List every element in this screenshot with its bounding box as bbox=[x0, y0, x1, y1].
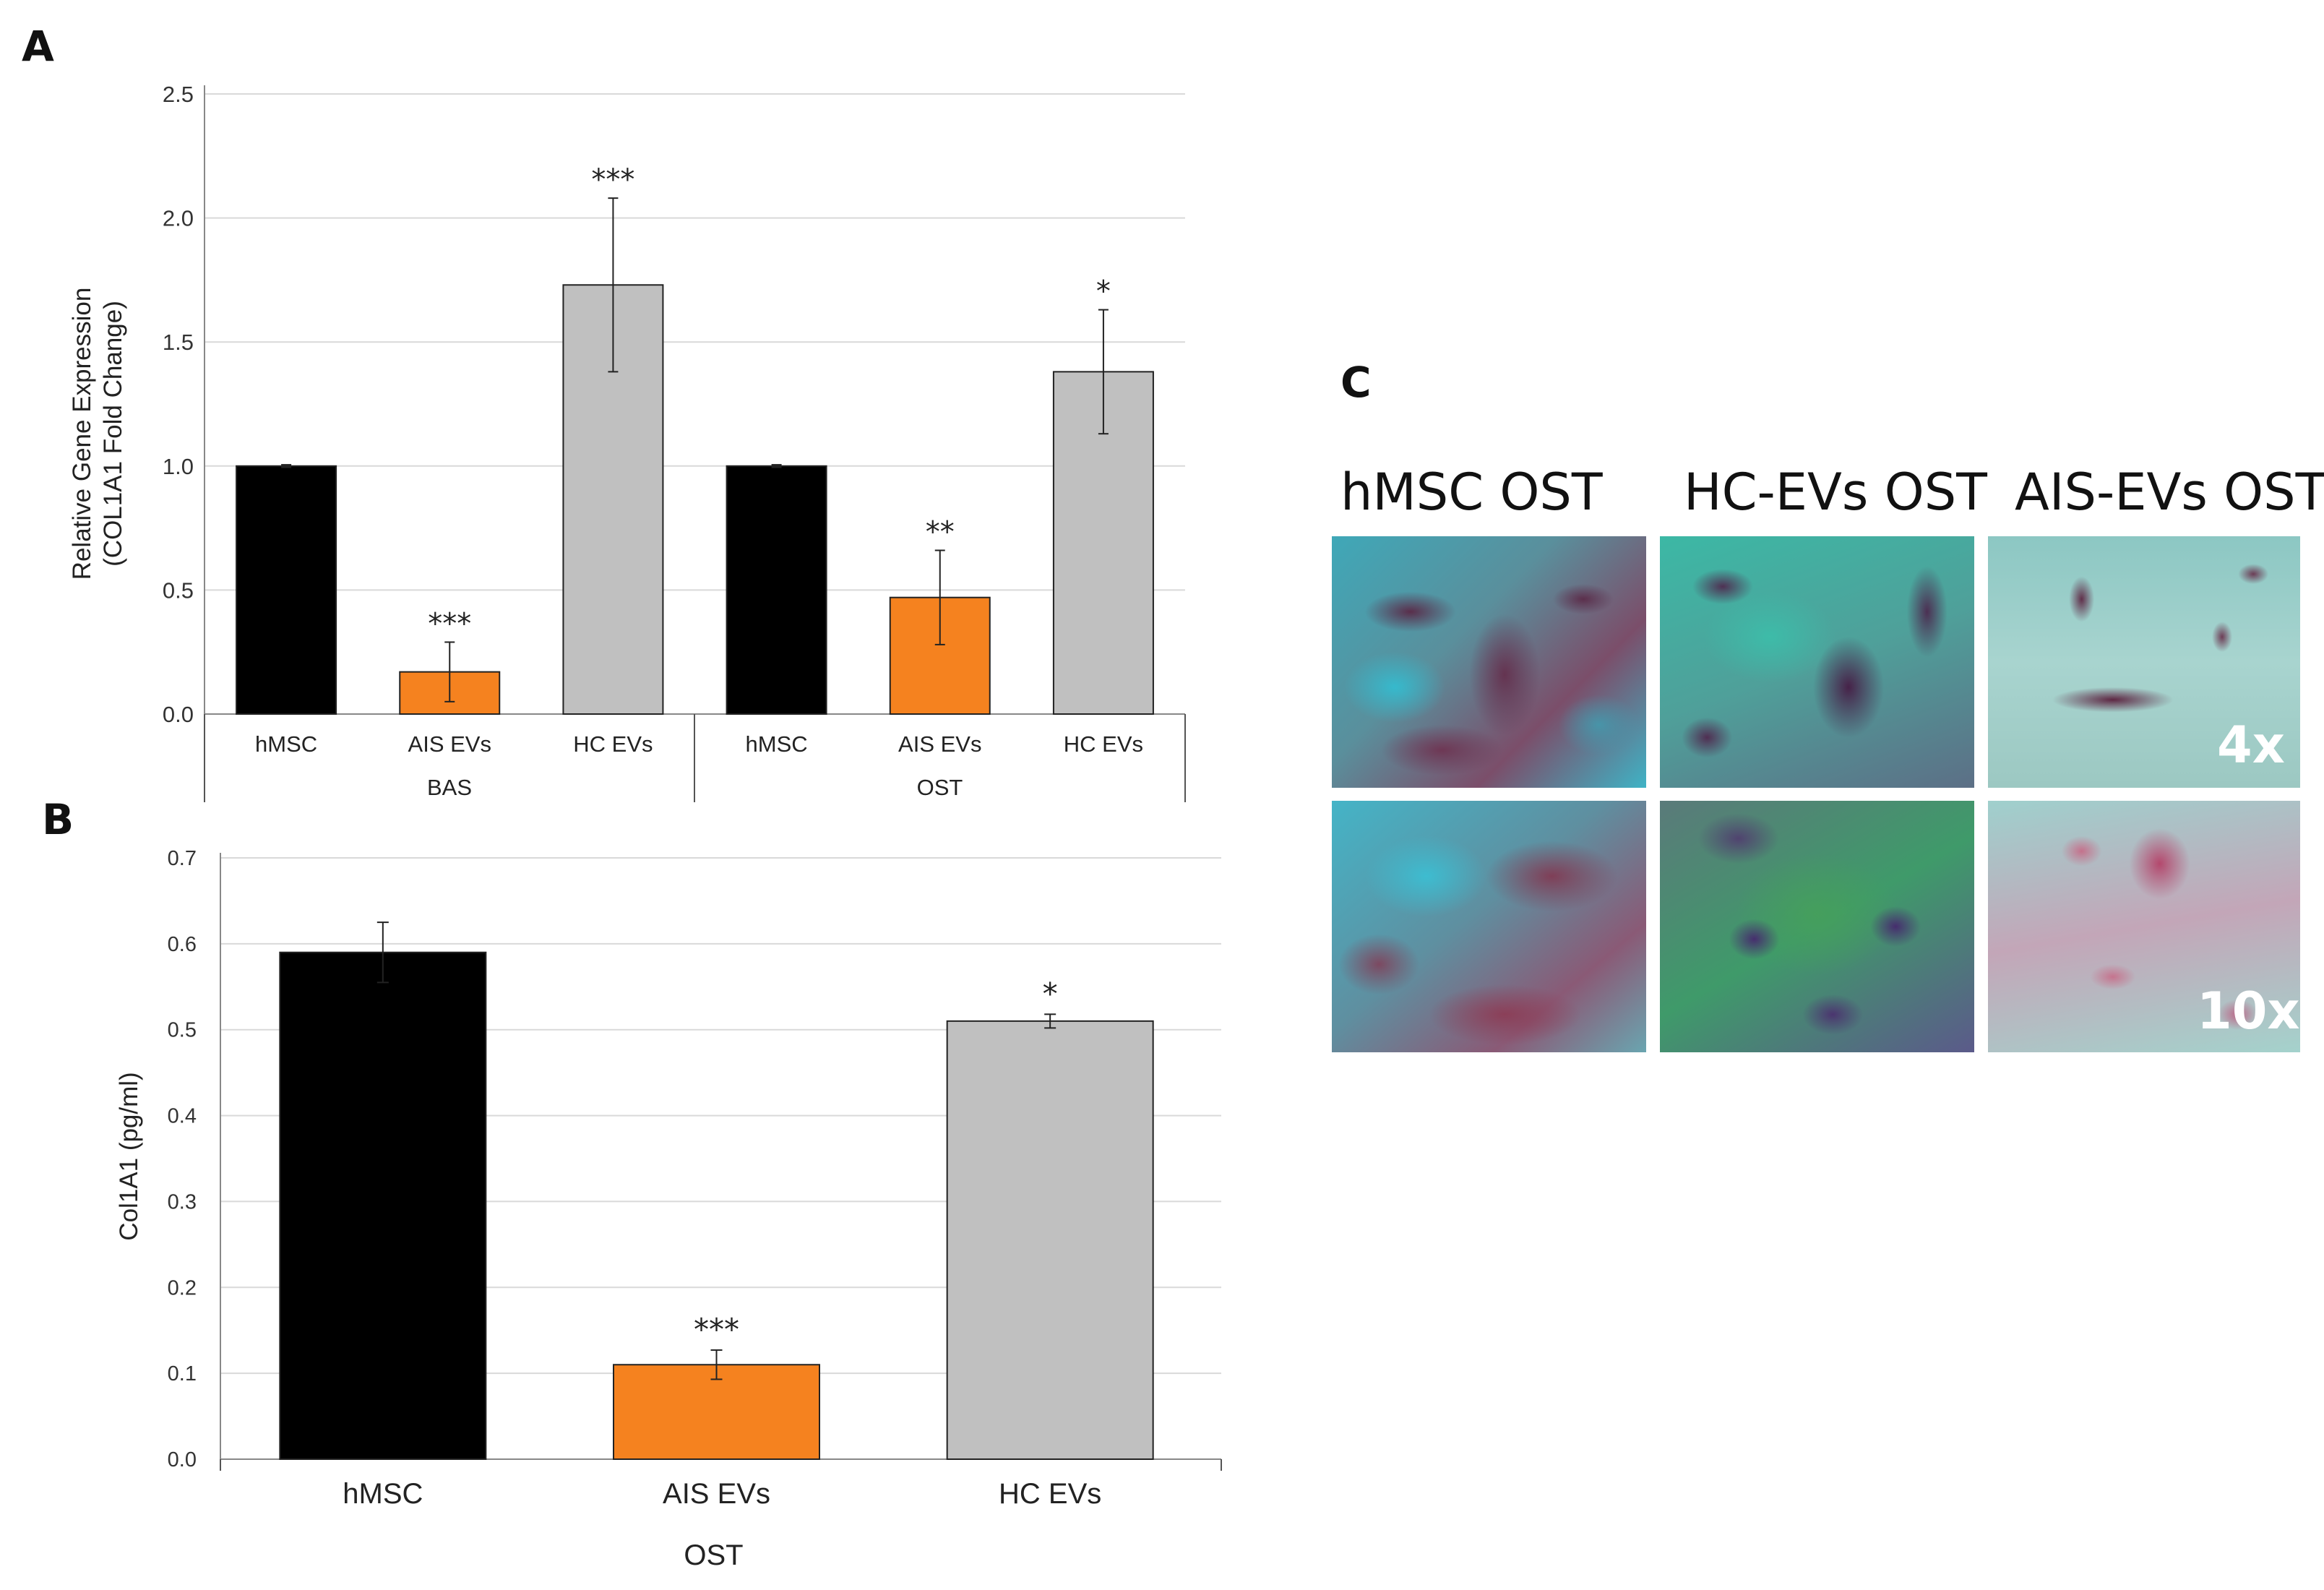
b-group-label: OST bbox=[684, 1539, 743, 1571]
a-ytick-label: 2.0 bbox=[163, 206, 194, 231]
panel-a-label: A bbox=[22, 22, 54, 71]
a-significance-label: *** bbox=[591, 163, 634, 197]
micrograph-ais-evs-4x bbox=[1988, 536, 2300, 788]
b-category-label: hMSC bbox=[343, 1478, 423, 1510]
a-y-axis-label-line1: Relative Gene Expression bbox=[68, 288, 96, 580]
b-ytick-label: 0.5 bbox=[168, 1019, 197, 1042]
b-category-label: HC EVs bbox=[999, 1478, 1101, 1510]
a-bar bbox=[726, 465, 827, 715]
a-category-label: AIS EVs bbox=[408, 731, 491, 757]
b-ytick-label: 0.4 bbox=[168, 1105, 197, 1128]
a-category-label: hMSC bbox=[255, 731, 317, 757]
b-bar bbox=[946, 1020, 1154, 1461]
b-ytick-label: 0.1 bbox=[168, 1362, 197, 1385]
micro-col-header-hc-evs: HC-EVs OST bbox=[1684, 463, 1987, 522]
b-y-axis-label: Col1A1 (pg/ml) bbox=[115, 1072, 143, 1240]
micrograph-hc-evs-4x bbox=[1660, 536, 1974, 788]
a-category-label: hMSC bbox=[746, 731, 808, 757]
a-category-label: HC EVs bbox=[1064, 731, 1143, 757]
a-y-axis-label-line2: (COL1A1 Fold Change) bbox=[99, 301, 127, 567]
b-significance-label: *** bbox=[694, 1312, 739, 1347]
b-bar bbox=[279, 951, 487, 1460]
a-ytick-label: 1.5 bbox=[163, 330, 194, 355]
a-category-label: AIS EVs bbox=[898, 731, 981, 757]
micrograph-hmsc-10x bbox=[1332, 801, 1646, 1052]
a-category-label: HC EVs bbox=[573, 731, 653, 757]
micro-col-header-ais-evs: AIS-EVs OST bbox=[2015, 463, 2324, 522]
a-group-label: OST bbox=[917, 775, 963, 800]
a-ytick-label: 2.5 bbox=[163, 82, 194, 107]
micrograph-hmsc-4x bbox=[1332, 536, 1646, 788]
micrograph-hc-evs-10x bbox=[1660, 801, 1974, 1052]
a-ytick-label: 0.0 bbox=[163, 702, 194, 727]
b-category-label: AIS EVs bbox=[663, 1478, 770, 1510]
a-significance-label: ** bbox=[926, 515, 955, 549]
b-ytick-label: 0.3 bbox=[168, 1190, 197, 1213]
b-significance-label: * bbox=[1043, 976, 1058, 1011]
b-ytick-label: 0.7 bbox=[168, 847, 197, 870]
b-bar bbox=[613, 1364, 820, 1461]
magnification-label-4x: 4x bbox=[2217, 716, 2285, 775]
a-bar bbox=[236, 465, 337, 715]
magnification-label-10x: 10x bbox=[2197, 981, 2300, 1041]
b-ytick-label: 0.2 bbox=[168, 1276, 197, 1299]
panel-c-label: C bbox=[1340, 358, 1372, 407]
b-ytick-label: 0.0 bbox=[168, 1448, 197, 1471]
a-significance-label: *** bbox=[428, 607, 471, 640]
panel-b-label: B bbox=[42, 795, 74, 844]
a-group-label: BAS bbox=[427, 775, 472, 800]
micro-col-header-hmsc: hMSC OST bbox=[1340, 463, 1603, 522]
a-ytick-label: 0.5 bbox=[163, 577, 194, 603]
b-ytick-label: 0.6 bbox=[168, 933, 197, 956]
micrograph-ais-evs-10x bbox=[1988, 801, 2300, 1052]
a-ytick-label: 1.0 bbox=[163, 454, 194, 479]
a-significance-label: * bbox=[1096, 275, 1111, 309]
